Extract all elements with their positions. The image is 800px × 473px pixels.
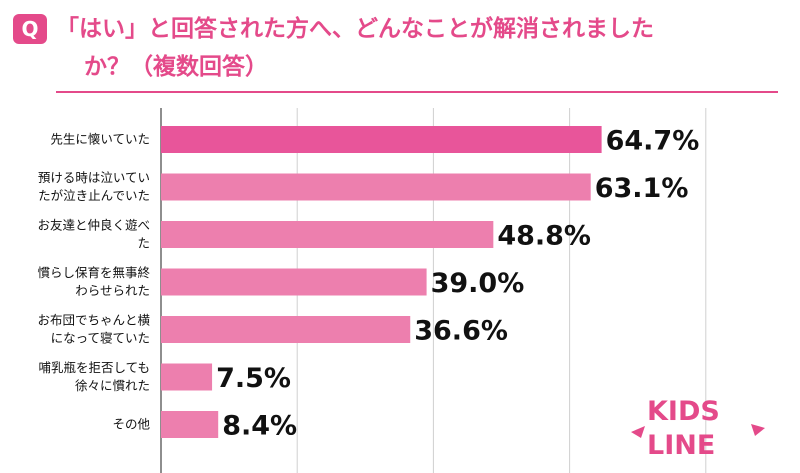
category-label-6-line-1: 哺乳瓶を拒否しても [38, 360, 150, 375]
value-label-6: 7.5% [216, 363, 291, 394]
value-label-2: 63.1% [595, 173, 689, 204]
header-divider [56, 91, 778, 93]
category-label-7: その他 [112, 417, 150, 432]
kidsline-logo: KIDS LINE [631, 396, 765, 461]
category-label-2-line-1: 預ける時は泣いてい [38, 170, 150, 185]
bar-7 [161, 411, 219, 438]
bar-6 [161, 363, 213, 391]
category-label-6-line-2: 徐々に慣れた [75, 378, 150, 393]
bar-4 [161, 268, 427, 296]
question-badge: Q [13, 14, 47, 44]
value-label-7: 8.4% [222, 411, 297, 442]
bar-2 [161, 173, 591, 201]
chart-value-labels: 64.7% 63.1%48.8% 39.0% 36.6% 7.5% 8.4% [216, 126, 699, 442]
category-label-5-line-2: になって寝ていた [51, 331, 150, 346]
bar-3 [161, 221, 494, 248]
chart-category-labels: 先生に懐いていた預ける時は泣いていたが泣き止んでいたお友達と仲良く遊べた慣らし保… [37, 132, 150, 432]
category-label-4-line-1: 慣らし保育を無事終 [37, 265, 150, 280]
value-label-1: 64.7% [606, 126, 700, 157]
value-label-5: 36.6% [414, 316, 508, 347]
category-label-2-line-2: たが泣き止んでいた [38, 188, 150, 203]
category-label-4-line-2: わらせられた [75, 283, 150, 298]
logo-text-line-1: KIDS [647, 396, 720, 427]
chart-bars [161, 126, 602, 438]
bar-1 [161, 126, 602, 153]
question-title-line-2: か？（複数回答） [84, 54, 268, 80]
category-label-5-line-1: お布団でちゃんと横 [37, 313, 150, 328]
question-title-line-1: 「はい」と回答された方へ、どんなことが解消されました [56, 16, 654, 42]
value-label-3: 48.8% [497, 221, 591, 252]
bar-5 [161, 316, 411, 343]
question-title: 「はい」と回答された方へ、どんなことが解消されました か？（複数回答） [56, 10, 776, 86]
category-label-1: 先生に懐いていた [50, 132, 150, 147]
category-label-3-line-2: た [137, 236, 150, 251]
category-label-3-line-1: お友達と仲良く遊べ [37, 218, 150, 233]
logo-text-line-2: LINE [647, 430, 715, 461]
value-label-4: 39.0% [431, 268, 525, 299]
